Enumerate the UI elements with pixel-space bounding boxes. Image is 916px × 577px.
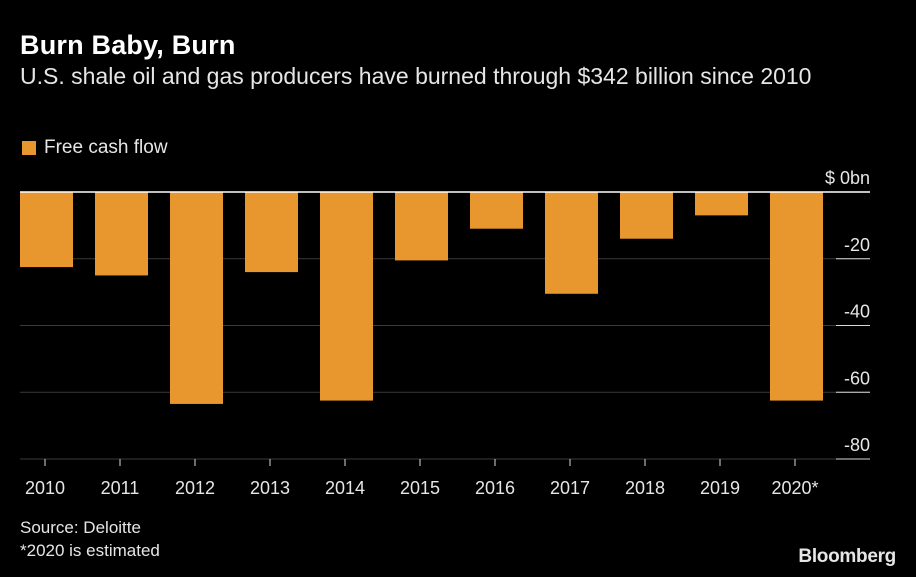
source-note: Source: Deloitte [20,518,141,537]
y-tick-label-1: -20 [844,235,870,255]
bar-2020 [770,192,823,401]
chart-title: Burn Baby, Burn [20,30,236,60]
bar-2010 [20,192,73,268]
y-tick-label-4: -80 [844,435,870,455]
x-tick-label-2: 2012 [175,478,215,498]
x-tick-label-4: 2014 [325,478,365,498]
bar-2014 [320,192,373,401]
bar-2013 [245,192,298,273]
bar-2018 [620,192,673,239]
x-tick-label-0: 2010 [25,478,65,498]
y-tick-label-0: $ 0bn [825,168,870,188]
x-tick-label-7: 2017 [550,478,590,498]
legend-swatch [22,141,36,155]
bar-2016 [470,192,523,229]
x-tick-label-6: 2016 [475,478,515,498]
legend: Free cash flow [22,137,168,159]
bar-2011 [95,192,148,276]
bar-2012 [170,192,223,404]
x-tick-label-3: 2013 [250,478,290,498]
bloomberg-logo: Bloomberg [798,546,896,567]
legend-label: Free cash flow [44,137,168,158]
x-tick-label-10: 2020* [771,478,818,498]
y-tick-label-2: -40 [844,302,870,322]
y-tick-label-3: -60 [844,368,870,388]
x-tick-label-8: 2018 [625,478,665,498]
footnote: *2020 is estimated [20,541,160,560]
bar-2015 [395,192,448,261]
x-tick-label-1: 2011 [101,478,140,498]
bar-2019 [695,192,748,216]
x-tick-label-9: 2019 [700,478,740,498]
chart-subtitle: U.S. shale oil and gas producers have bu… [20,63,812,89]
x-tick-label-5: 2015 [400,478,440,498]
bar-2017 [545,192,598,294]
